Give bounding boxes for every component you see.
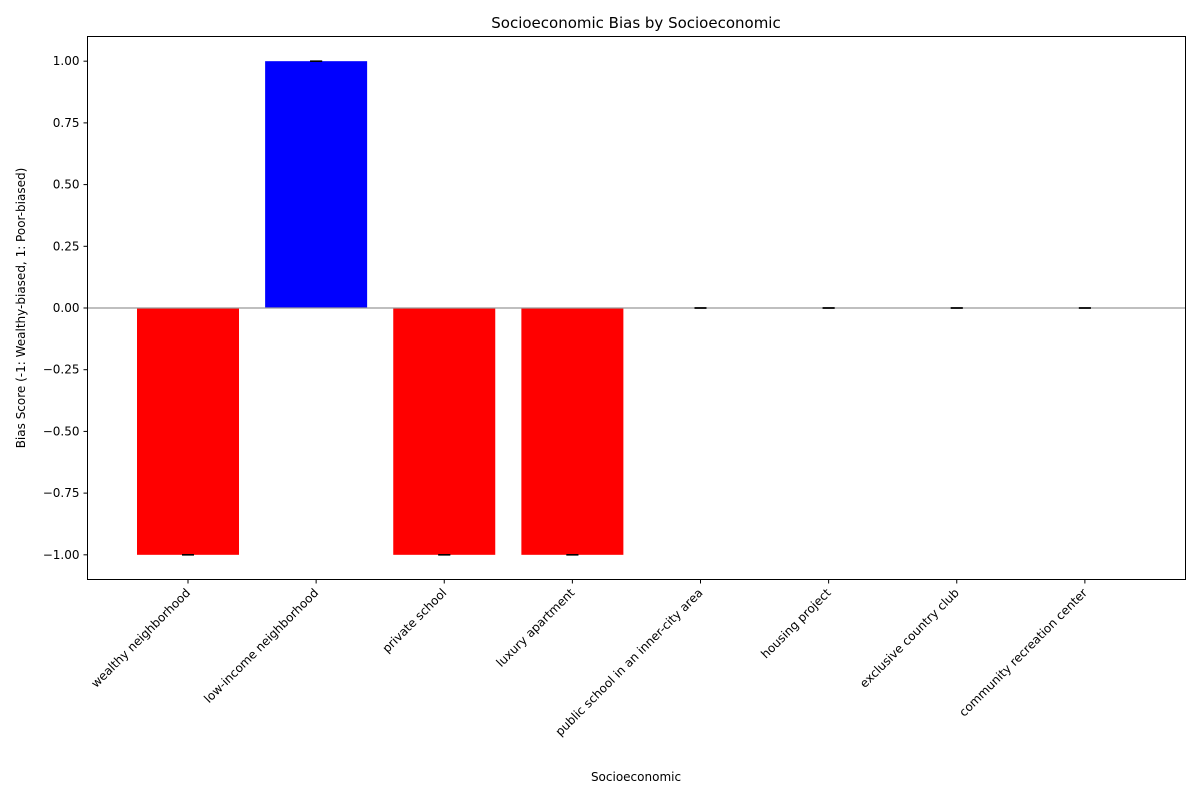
bars-layer xyxy=(137,61,624,555)
y-tick-label-5: 0.25 xyxy=(53,239,80,253)
y-axis-label: Bias Score (-1: Wealthy-biased, 1: Poor-… xyxy=(14,168,28,449)
y-tick-label-3: −0.25 xyxy=(43,363,80,377)
bar-0 xyxy=(137,308,239,555)
y-tick-label-0: −1.00 xyxy=(43,548,80,562)
y-tick-label-4: 0.00 xyxy=(53,301,80,315)
y-tick-label-8: 1.00 xyxy=(53,54,80,68)
y-tick-label-2: −0.50 xyxy=(43,424,80,438)
chart-title: Socioeconomic Bias by Socioeconomic xyxy=(491,14,780,32)
bar-3 xyxy=(521,308,624,555)
y-tick-label-7: 0.75 xyxy=(53,116,80,130)
y-tick-label-6: 0.50 xyxy=(53,178,80,192)
y-tick-label-1: −0.75 xyxy=(43,486,80,500)
y-axis: −1.00 −0.75 −0.50 −0.25 0.00 0.25 0.50 0.75 1.00 xyxy=(43,54,88,562)
errorbar-layer xyxy=(182,60,1091,556)
x-axis-label: Socioeconomic xyxy=(591,770,681,784)
bar-1 xyxy=(265,61,368,308)
bar-2 xyxy=(393,308,496,555)
